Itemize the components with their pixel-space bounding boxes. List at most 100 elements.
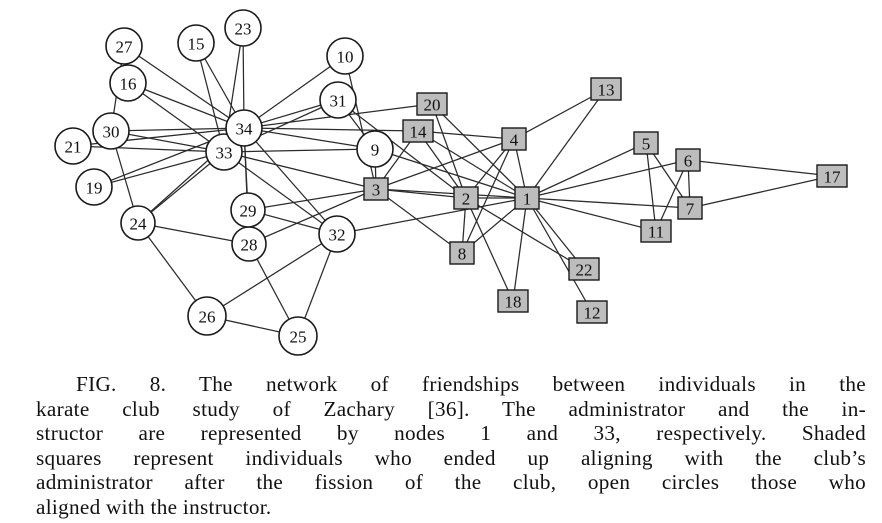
- node-label: 1: [523, 190, 532, 209]
- edge-2-20: [431, 103, 467, 199]
- node-label: 33: [216, 144, 233, 163]
- node-circle: [109, 64, 147, 102]
- edge-3-4: [375, 138, 515, 190]
- caption-line: squares represent individuals who ended …: [36, 445, 866, 470]
- edge-3-8: [375, 188, 463, 254]
- node-15: 15: [177, 24, 215, 62]
- node-circle: [225, 109, 263, 147]
- node-10: 10: [326, 37, 364, 75]
- node-label: 10: [337, 48, 354, 67]
- node-24: 24: [120, 205, 156, 241]
- node-9: 9: [356, 130, 394, 168]
- node-circle: [75, 168, 113, 206]
- node-5: 5: [633, 131, 659, 155]
- node-label: 16: [120, 75, 137, 94]
- node-label: 34: [236, 120, 254, 139]
- node-label: 14: [410, 123, 428, 142]
- node-22: 22: [568, 257, 600, 281]
- node-square: [816, 164, 848, 188]
- node-2: 2: [453, 186, 479, 210]
- edge-1-32: [336, 197, 528, 235]
- edge-6-17: [687, 159, 833, 177]
- node-circle: [326, 37, 364, 75]
- node-label: 18: [505, 293, 522, 312]
- node-6: 6: [675, 148, 701, 172]
- node-label: 9: [371, 141, 380, 160]
- edge-26-32: [206, 233, 338, 317]
- node-square: [675, 148, 701, 172]
- node-31: 31: [319, 81, 357, 119]
- caption-line: karate club study of Zachary [36]. The a…: [36, 396, 866, 421]
- node-square: [590, 77, 622, 101]
- node-label: 4: [510, 131, 519, 150]
- node-20: 20: [416, 92, 448, 116]
- node-32: 32: [318, 215, 356, 253]
- node-square: [576, 300, 608, 324]
- edge-4-8: [461, 138, 515, 254]
- node-26: 26: [187, 296, 227, 336]
- node-label: 32: [329, 226, 346, 245]
- edge-19-33: [93, 151, 225, 188]
- caption-line: aligned with the instructor.: [36, 494, 272, 519]
- node-square: [640, 219, 672, 243]
- edge-7-17: [689, 175, 833, 209]
- edge-9-34: [243, 127, 376, 150]
- node-label: 6: [684, 152, 693, 171]
- edge-1-12: [526, 197, 593, 313]
- node-label: 17: [824, 168, 842, 187]
- node-square: [363, 177, 389, 201]
- edge-32-34: [243, 127, 338, 235]
- edge-1-7: [526, 197, 691, 209]
- node-14: 14: [402, 119, 434, 143]
- node-29: 29: [230, 192, 266, 228]
- node-17: 17: [816, 164, 848, 188]
- node-label: 2: [462, 190, 471, 209]
- edge-1-9: [374, 148, 528, 199]
- node-label: 25: [290, 328, 307, 347]
- node-4: 4: [501, 127, 527, 151]
- edge-2-22: [465, 197, 585, 270]
- node-circle: [105, 27, 143, 65]
- edge-1-13: [526, 88, 607, 199]
- edge-1-22: [526, 197, 585, 270]
- node-3: 3: [363, 177, 389, 201]
- node-circle: [356, 130, 394, 168]
- node-label: 29: [240, 202, 257, 221]
- node-circle: [120, 205, 156, 241]
- node-square: [514, 186, 540, 210]
- edge-16-33: [127, 82, 225, 153]
- node-label: 26: [199, 308, 216, 327]
- node-square: [677, 196, 703, 220]
- node-25: 25: [278, 316, 318, 356]
- edge-21-33: [72, 145, 225, 153]
- caption-line: structor are represented by nodes 1 and …: [36, 421, 866, 446]
- node-23: 23: [224, 9, 262, 47]
- edge-27-34: [123, 45, 245, 129]
- network-edges: [72, 27, 833, 337]
- node-label: 28: [241, 236, 258, 255]
- caption-line: administrator after the fission of the c…: [36, 470, 866, 495]
- node-8: 8: [449, 241, 475, 265]
- node-label: 21: [65, 138, 82, 157]
- node-label: 27: [116, 38, 134, 57]
- node-square: [568, 257, 600, 281]
- node-12: 12: [576, 300, 608, 324]
- edge-30-33: [110, 130, 225, 153]
- edge-5-11: [645, 142, 657, 232]
- node-circle: [177, 24, 215, 62]
- node-circle: [187, 296, 227, 336]
- edge-10-34: [243, 55, 346, 129]
- edge-3-29: [247, 188, 377, 211]
- node-circle: [319, 81, 357, 119]
- node-square: [501, 127, 527, 151]
- node-square: [402, 119, 434, 143]
- edge-30-34: [110, 127, 245, 132]
- figure-caption: FIG. 8. The network of friendships betwe…: [36, 372, 866, 520]
- node-label: 3: [372, 181, 381, 200]
- edge-3-10: [344, 55, 377, 190]
- node-label: 12: [584, 304, 601, 323]
- node-label: 30: [103, 123, 120, 142]
- node-label: 24: [130, 215, 148, 234]
- node-label: 20: [424, 96, 441, 115]
